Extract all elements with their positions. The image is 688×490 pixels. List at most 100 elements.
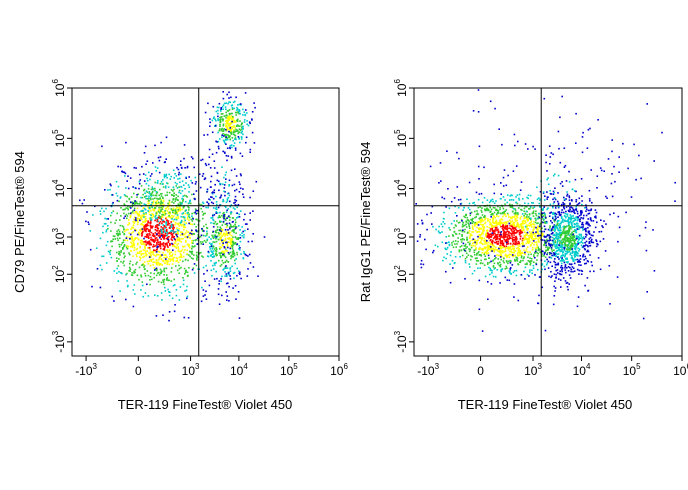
event-point bbox=[168, 263, 171, 266]
event-point bbox=[175, 247, 178, 249]
event-point bbox=[103, 223, 106, 225]
event-point bbox=[118, 243, 120, 246]
event-point bbox=[548, 237, 551, 239]
event-point bbox=[511, 239, 514, 241]
event-point bbox=[197, 268, 199, 270]
event-point bbox=[479, 242, 481, 244]
event-point bbox=[525, 242, 528, 245]
event-point bbox=[495, 225, 497, 227]
event-point bbox=[517, 244, 519, 247]
event-point bbox=[556, 224, 558, 227]
event-point bbox=[553, 224, 556, 226]
event-point bbox=[149, 197, 152, 199]
y-tick-label: 103 bbox=[51, 228, 67, 246]
event-point bbox=[206, 238, 209, 241]
event-point bbox=[559, 246, 562, 248]
event-point bbox=[227, 229, 229, 231]
event-point bbox=[173, 231, 175, 234]
event-point bbox=[210, 238, 212, 240]
event-point bbox=[486, 236, 488, 238]
event-point bbox=[509, 272, 511, 274]
event-point bbox=[147, 295, 150, 297]
event-point bbox=[182, 279, 185, 282]
event-point bbox=[144, 268, 146, 270]
event-point bbox=[221, 259, 224, 262]
event-point bbox=[213, 255, 215, 257]
event-point bbox=[521, 221, 524, 224]
event-point bbox=[81, 202, 84, 205]
event-point bbox=[179, 286, 182, 288]
event-point bbox=[116, 267, 118, 270]
event-point bbox=[183, 233, 185, 235]
event-point bbox=[505, 225, 507, 227]
event-point bbox=[131, 205, 133, 208]
event-point bbox=[499, 219, 501, 222]
event-point bbox=[149, 249, 151, 251]
event-point bbox=[508, 247, 510, 250]
event-point bbox=[557, 229, 559, 231]
event-point bbox=[165, 185, 167, 187]
event-point bbox=[575, 246, 578, 248]
event-point bbox=[554, 251, 557, 253]
event-point bbox=[511, 217, 513, 220]
event-point bbox=[186, 295, 189, 298]
event-point bbox=[573, 254, 576, 257]
event-point bbox=[158, 208, 161, 210]
event-point bbox=[174, 304, 176, 306]
event-point bbox=[233, 133, 235, 136]
event-point bbox=[500, 240, 502, 243]
event-point bbox=[571, 224, 573, 227]
event-point bbox=[170, 231, 172, 234]
event-point bbox=[142, 173, 145, 175]
event-point bbox=[459, 246, 462, 248]
event-point bbox=[484, 243, 486, 245]
event-point bbox=[469, 248, 472, 251]
event-point bbox=[230, 237, 233, 240]
event-point bbox=[128, 223, 131, 225]
event-point bbox=[232, 253, 235, 256]
event-point bbox=[591, 201, 593, 204]
event-point bbox=[189, 232, 191, 234]
event-point bbox=[116, 195, 119, 197]
event-point bbox=[480, 227, 482, 230]
event-point bbox=[562, 201, 564, 204]
event-point bbox=[465, 220, 468, 223]
event-point bbox=[144, 272, 146, 275]
event-point bbox=[123, 260, 125, 263]
event-point bbox=[469, 240, 471, 243]
event-point bbox=[132, 212, 135, 214]
event-point bbox=[460, 238, 462, 241]
event-point bbox=[563, 260, 565, 262]
event-point bbox=[232, 255, 235, 258]
event-point bbox=[177, 250, 179, 252]
event-point bbox=[210, 255, 212, 257]
event-point bbox=[562, 241, 565, 244]
event-point bbox=[164, 175, 167, 177]
event-point bbox=[465, 252, 468, 255]
event-point bbox=[449, 281, 452, 284]
y-tick-label: 106 bbox=[51, 79, 67, 97]
event-point bbox=[149, 224, 152, 227]
event-point bbox=[514, 260, 516, 262]
event-point bbox=[231, 247, 234, 250]
event-point bbox=[504, 240, 507, 243]
event-point bbox=[149, 229, 151, 231]
event-point bbox=[89, 230, 92, 232]
event-point bbox=[121, 272, 123, 275]
event-point bbox=[153, 234, 156, 237]
event-point bbox=[554, 290, 556, 292]
event-point bbox=[228, 91, 230, 94]
event-point bbox=[515, 201, 517, 204]
event-point bbox=[547, 207, 549, 209]
event-point bbox=[228, 215, 230, 217]
event-point bbox=[585, 230, 587, 233]
event-point bbox=[148, 206, 151, 209]
event-point bbox=[488, 226, 491, 229]
event-point bbox=[162, 211, 164, 213]
event-point bbox=[565, 206, 568, 208]
event-point bbox=[562, 221, 564, 223]
event-point bbox=[484, 247, 487, 250]
event-point bbox=[476, 241, 478, 244]
event-point bbox=[591, 238, 593, 241]
event-point bbox=[506, 212, 509, 215]
